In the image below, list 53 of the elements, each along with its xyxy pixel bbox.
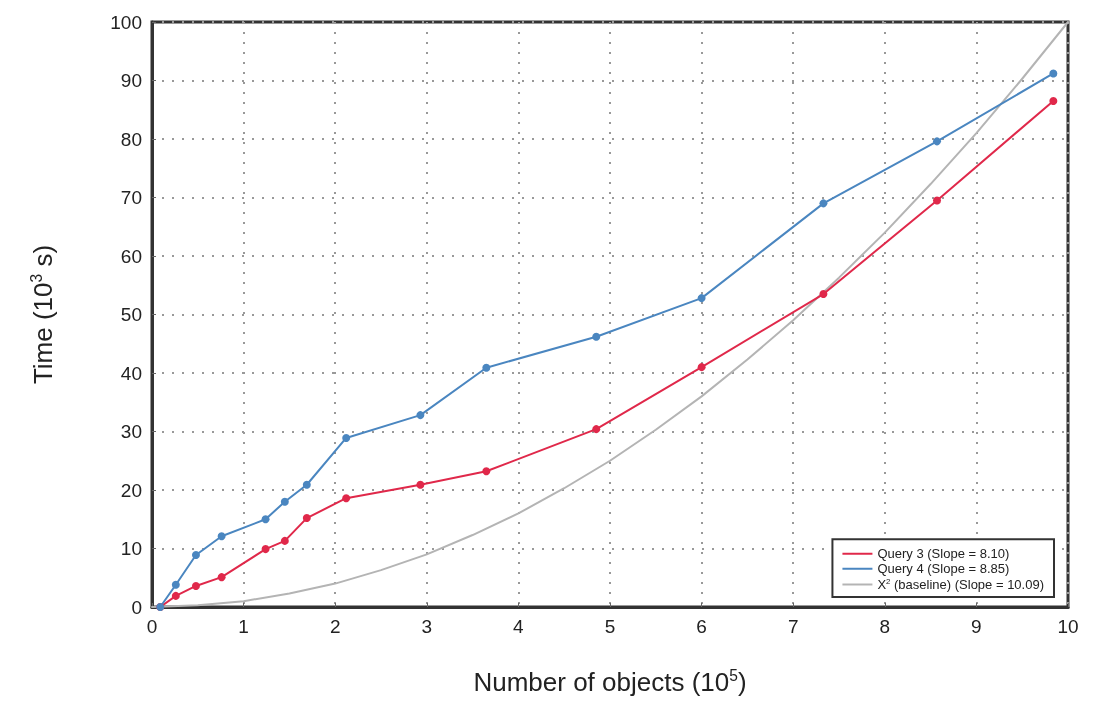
x-tick-label: 9: [971, 616, 982, 637]
y-tick-label: 70: [120, 187, 142, 208]
point: [933, 137, 942, 146]
point: [1049, 96, 1058, 105]
point: [482, 363, 491, 372]
legend-label: Query 4 (Slope = 8.85): [877, 561, 1010, 577]
point: [261, 515, 270, 524]
point: [819, 199, 828, 208]
x-tick-label: 2: [329, 616, 341, 637]
y-tick-label: 60: [120, 245, 142, 267]
y-tick-label: 80: [120, 128, 142, 150]
point: [416, 411, 425, 420]
point: [217, 573, 226, 582]
point: [171, 580, 180, 589]
x-tick-label: 1: [238, 616, 249, 637]
point: [482, 467, 491, 476]
point: [416, 480, 425, 489]
x-tick-label: 5: [604, 616, 616, 637]
x-tick-label: 7: [787, 616, 799, 637]
y-tick-label: 40: [120, 362, 142, 384]
y-tick-label: 0: [131, 596, 142, 618]
point: [302, 480, 311, 489]
point: [1049, 69, 1058, 78]
point: [342, 433, 351, 442]
point: [697, 294, 706, 303]
y-tick-label: 10: [120, 538, 142, 559]
point: [171, 591, 180, 600]
point: [697, 363, 706, 372]
x-tick-label: 0: [146, 616, 158, 637]
y-tick-label: 90: [120, 70, 142, 91]
y-tick-label: 50: [120, 304, 142, 325]
point: [342, 494, 351, 503]
legend-label: Query 3 (Slope = 8.10): [877, 546, 1010, 562]
point: [261, 545, 270, 554]
y-axis-title: Time (103 s): [27, 244, 58, 385]
y-tick-label: 100: [110, 11, 142, 33]
point: [191, 581, 200, 590]
point: [302, 514, 311, 523]
point: [592, 332, 601, 341]
point: [280, 536, 289, 545]
point: [592, 425, 601, 434]
point: [280, 497, 289, 506]
y-tick-label: 30: [120, 421, 142, 442]
point: [191, 550, 200, 559]
y-tick-label: 20: [120, 479, 142, 501]
x-tick-label: 6: [696, 616, 707, 637]
x-tick-label: 3: [421, 616, 433, 637]
point: [819, 290, 828, 299]
point: [933, 196, 942, 205]
x-tick-label: 4: [513, 616, 525, 637]
point: [217, 532, 226, 541]
x-tick-label: 8: [879, 616, 891, 637]
x-tick-label: 10: [1057, 616, 1079, 637]
